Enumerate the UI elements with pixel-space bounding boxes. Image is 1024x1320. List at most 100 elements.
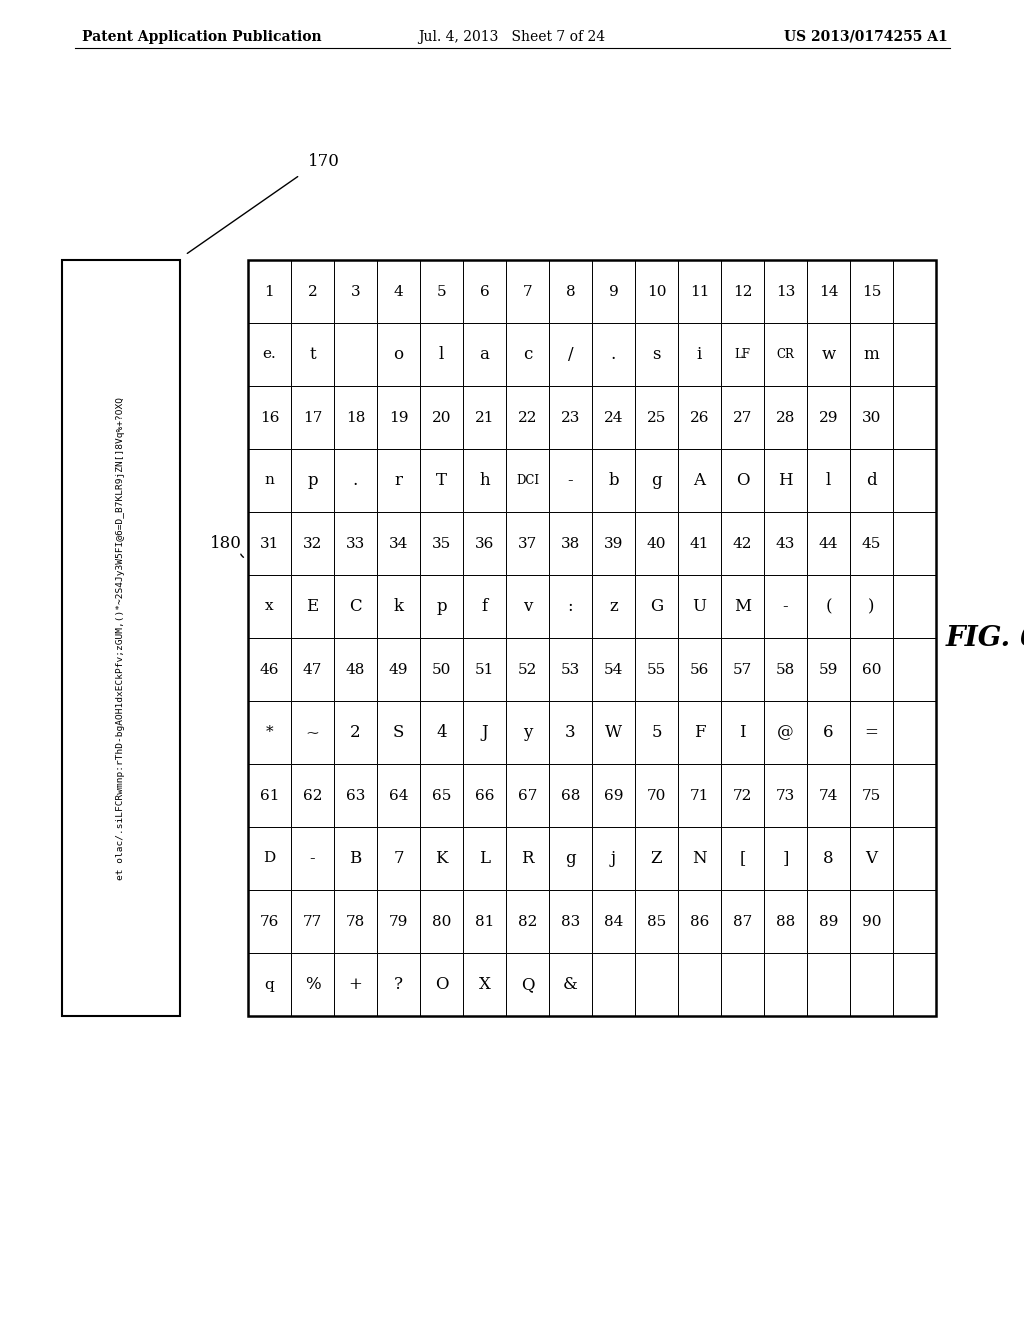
Bar <box>764 260 807 323</box>
Bar <box>678 890 721 953</box>
Bar <box>678 576 721 638</box>
Text: g: g <box>565 850 575 867</box>
Text: @: @ <box>777 723 794 741</box>
Text: 59: 59 <box>819 663 839 676</box>
Text: 34: 34 <box>389 536 409 550</box>
Bar <box>549 385 592 449</box>
Bar <box>893 828 936 890</box>
Bar <box>506 828 549 890</box>
Bar <box>635 323 678 385</box>
Text: G: G <box>650 598 664 615</box>
Text: 71: 71 <box>690 788 710 803</box>
Bar <box>807 260 850 323</box>
Bar <box>463 449 506 512</box>
Bar <box>248 828 291 890</box>
Text: 6: 6 <box>479 285 489 298</box>
Text: 76: 76 <box>260 915 280 928</box>
Text: V: V <box>865 850 878 867</box>
Text: 78: 78 <box>346 915 366 928</box>
Text: 68: 68 <box>561 788 581 803</box>
Bar <box>506 323 549 385</box>
Text: 6: 6 <box>823 723 834 741</box>
Text: 4: 4 <box>393 285 403 298</box>
Text: DCI: DCI <box>516 474 539 487</box>
Bar <box>248 260 936 1016</box>
Bar <box>463 576 506 638</box>
Bar <box>506 764 549 828</box>
Bar <box>893 953 936 1016</box>
Text: 84: 84 <box>604 915 624 928</box>
Bar <box>893 385 936 449</box>
Text: 5: 5 <box>651 723 662 741</box>
Bar <box>62 260 180 1016</box>
Text: l: l <box>826 473 831 488</box>
Text: 67: 67 <box>518 788 538 803</box>
Bar <box>678 260 721 323</box>
Bar <box>291 953 334 1016</box>
Text: 35: 35 <box>432 536 452 550</box>
Text: 55: 55 <box>647 663 667 676</box>
Text: 44: 44 <box>819 536 839 550</box>
Text: 49: 49 <box>389 663 409 676</box>
Bar <box>549 449 592 512</box>
Bar <box>420 512 463 576</box>
Text: C: C <box>349 598 361 615</box>
Text: c: c <box>523 346 532 363</box>
Bar <box>807 449 850 512</box>
Bar <box>463 260 506 323</box>
Text: g: g <box>651 473 662 488</box>
Text: Jul. 4, 2013   Sheet 7 of 24: Jul. 4, 2013 Sheet 7 of 24 <box>419 30 605 44</box>
Text: 27: 27 <box>733 411 753 425</box>
Bar <box>592 953 635 1016</box>
Text: Z: Z <box>650 850 663 867</box>
Bar <box>893 701 936 764</box>
Bar <box>893 764 936 828</box>
Bar <box>635 576 678 638</box>
Bar <box>721 638 764 701</box>
Text: S: S <box>393 723 404 741</box>
Text: W: W <box>605 723 622 741</box>
Text: 73: 73 <box>776 788 795 803</box>
Text: :: : <box>567 598 573 615</box>
Text: q: q <box>264 978 274 991</box>
Bar <box>291 828 334 890</box>
Bar <box>463 953 506 1016</box>
Bar <box>248 953 291 1016</box>
Bar <box>463 512 506 576</box>
Bar <box>248 323 291 385</box>
Bar <box>850 512 893 576</box>
Bar <box>420 953 463 1016</box>
Text: 46: 46 <box>260 663 280 676</box>
Bar <box>721 828 764 890</box>
Text: 20: 20 <box>432 411 452 425</box>
Bar <box>248 576 291 638</box>
Bar <box>850 449 893 512</box>
Text: 31: 31 <box>260 536 280 550</box>
Bar <box>592 512 635 576</box>
Bar <box>850 323 893 385</box>
Text: 19: 19 <box>389 411 409 425</box>
Bar <box>420 576 463 638</box>
Bar <box>377 385 420 449</box>
Bar <box>377 449 420 512</box>
Text: 13: 13 <box>776 285 796 298</box>
Bar <box>291 449 334 512</box>
Text: v: v <box>523 598 532 615</box>
Bar <box>463 323 506 385</box>
Bar <box>463 764 506 828</box>
Bar <box>463 638 506 701</box>
Text: 29: 29 <box>819 411 839 425</box>
Bar <box>807 953 850 1016</box>
Text: O: O <box>736 473 750 488</box>
Text: n: n <box>264 474 274 487</box>
Bar <box>506 260 549 323</box>
Bar <box>291 512 334 576</box>
Bar <box>506 890 549 953</box>
Text: 88: 88 <box>776 915 795 928</box>
Bar <box>463 385 506 449</box>
Bar <box>248 260 291 323</box>
Bar <box>850 701 893 764</box>
Bar <box>420 323 463 385</box>
Bar <box>592 828 635 890</box>
Bar <box>377 764 420 828</box>
